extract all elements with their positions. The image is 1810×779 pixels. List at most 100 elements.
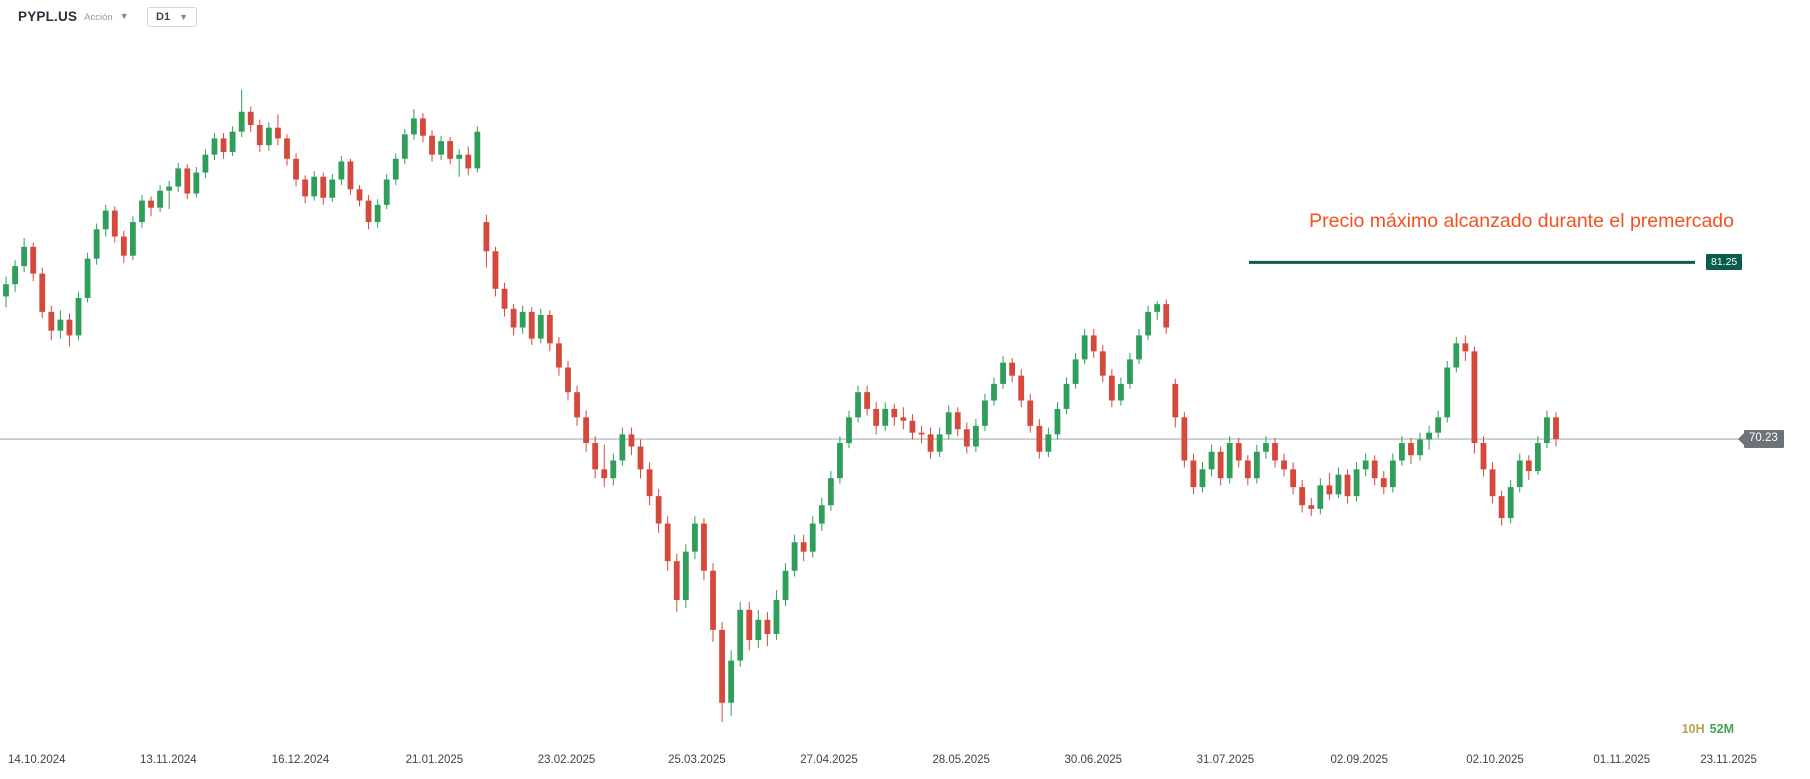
candle-body [1525,460,1532,472]
candle-body [1072,359,1079,384]
last-price-badge: 70.23 [1738,430,1784,448]
timeframe-value: D1 [156,11,171,23]
date-tick-label: 21.01.2025 [405,754,464,766]
candle-body [900,417,907,421]
instrument-selector[interactable]: PYPL.US Acción ▼ [18,9,129,24]
candle-body [936,434,943,452]
candle-body [528,311,535,339]
candle-body [102,210,109,230]
candle-body [1399,443,1405,461]
chart-annotation-text[interactable]: Precio máximo alcanzado durante el preme… [1309,210,1734,232]
candle-body [1444,367,1451,418]
candle-body [818,505,825,524]
candle-body [1344,474,1351,497]
candle-body [1453,343,1460,368]
candle-body [583,417,590,444]
candle-body [972,425,979,447]
candle-body [465,154,472,169]
candle-body [48,311,55,331]
candle-body [982,400,988,426]
candle-body [855,392,861,418]
candle-body [175,168,182,187]
candle-body [492,251,499,289]
candle-body [120,236,127,256]
candle-body [519,311,526,328]
candle-body [873,408,880,426]
candle-body [39,273,46,312]
candle-body [537,314,544,339]
candle-body [193,172,200,194]
candle-body [882,408,889,426]
candle-body [1099,351,1106,376]
candle-body [1045,434,1052,452]
candle-body [1181,417,1188,461]
candle-body [510,308,517,328]
candle-body [1244,460,1251,479]
date-tick-label: 02.09.2025 [1330,754,1389,766]
candle-body [909,420,916,433]
candle-body [1081,335,1088,360]
candle-body [1471,351,1478,444]
candle-body [311,176,318,197]
candle-body [1208,451,1215,470]
candle-body [837,443,843,479]
candle-body [75,297,82,336]
candle-body [1389,460,1396,488]
candle-body [1544,417,1550,444]
candle-body [1000,362,1006,384]
candle-body [1408,443,1414,456]
candle-body [546,314,553,344]
candle-body [139,200,145,223]
candle-body [365,200,372,223]
candle-body [782,570,789,600]
candle-body [601,469,608,479]
candle-body [755,619,762,641]
candle-body [12,266,18,285]
candle-body [673,561,680,600]
candle-body [1462,343,1469,352]
candle-body [945,412,952,435]
last-price-value: 70.23 [1749,432,1778,445]
time-scale[interactable]: 14.10.2024 13.11.2024 16.12.2024 21.01.2025… [0,748,1810,774]
candle-body [809,523,816,552]
candle-body [374,204,381,223]
date-tick-label: 23.02.2025 [537,754,596,766]
candle-body [275,127,281,139]
candle-body [284,138,290,159]
date-tick-label: 28.05.2025 [932,754,990,766]
candle-body [1507,487,1514,519]
candles-layer [3,89,1559,723]
timeframe-dropdown[interactable]: D1 ▼ [147,7,197,27]
candle-body [1199,469,1206,488]
candle-body [1145,311,1152,336]
chevron-down-icon: ▼ [119,11,129,21]
candle-body [1163,304,1170,328]
countdown-hours: 10H [1681,722,1705,736]
candle-body [655,496,662,524]
candle-body [1090,335,1097,352]
candle-body [728,660,735,703]
candle-body [1498,496,1505,519]
candle-body [682,551,689,600]
candle-close-countdown: 10H 52M [1682,722,1734,736]
candle-body [157,190,163,208]
candle-body [1480,443,1487,470]
candle-body [1317,485,1324,509]
candle-body [846,417,852,444]
candle-body [1054,408,1061,435]
trendline-price-badge: 81.25 [1706,253,1743,270]
candle-body [338,161,345,180]
candle-body [746,609,753,641]
date-tick-label: 31.07.2025 [1196,754,1255,766]
candle-body [202,154,209,173]
candle-body [664,523,671,562]
candle-body [1290,469,1297,488]
candle-body [1272,443,1278,461]
candle-body [1553,417,1559,440]
candle-body [1281,460,1287,470]
candle-body [148,200,154,208]
candle-body [1426,432,1432,440]
price-scale[interactable]: 96.5793.7190.9488.2585.6483.1180.6678.27… [1740,0,1810,779]
candle-body [1253,451,1260,479]
